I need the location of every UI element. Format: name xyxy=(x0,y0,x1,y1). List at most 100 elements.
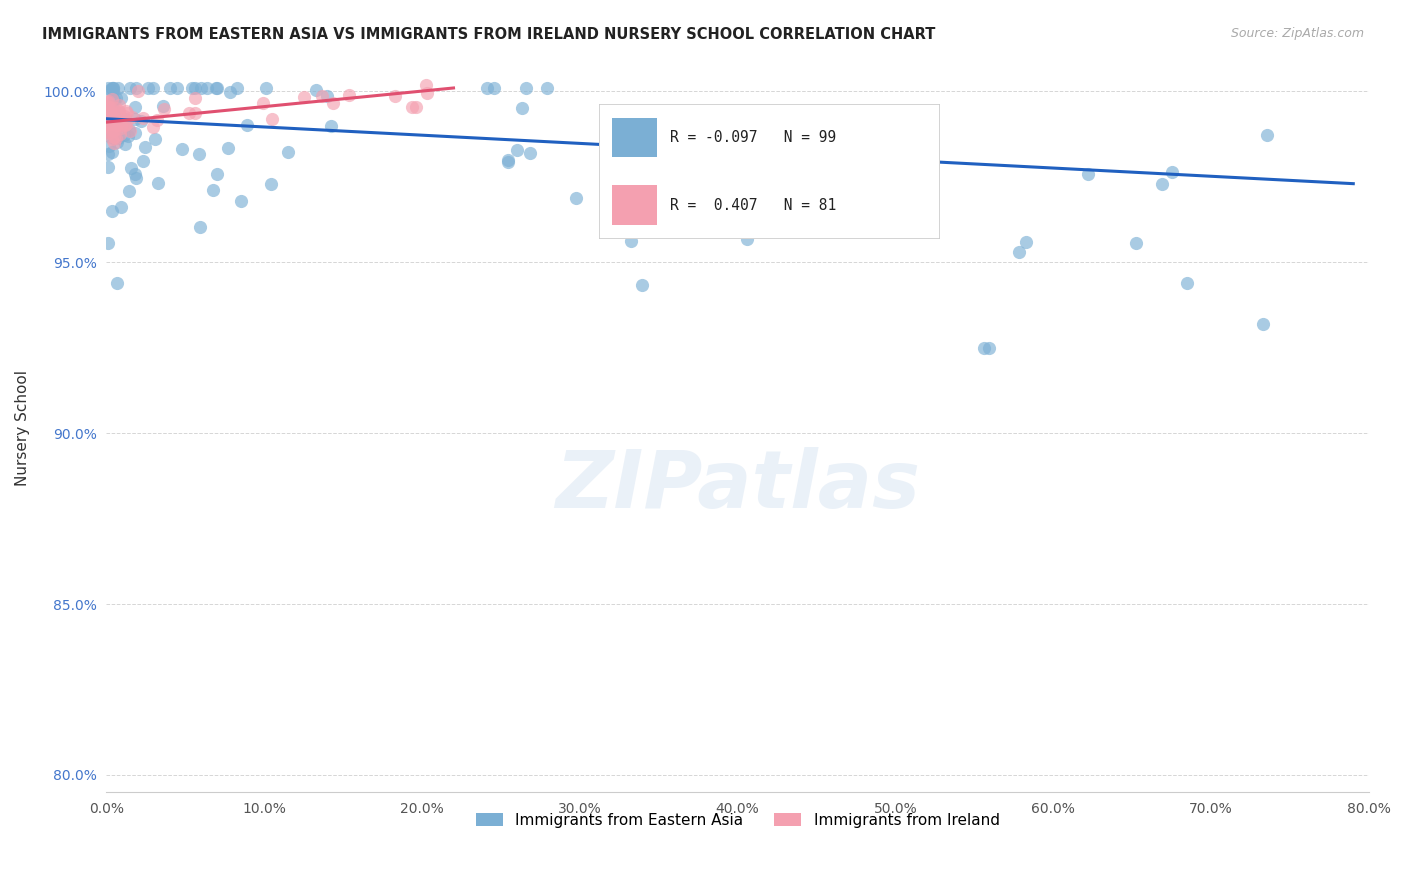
Point xyxy=(197,81,219,95)
Point xyxy=(105,112,128,126)
Legend: Immigrants from Eastern Asia, Immigrants from Ireland: Immigrants from Eastern Asia, Immigrants… xyxy=(468,805,1007,835)
Point xyxy=(205,81,228,95)
Text: Source: ZipAtlas.com: Source: ZipAtlas.com xyxy=(1230,27,1364,40)
Point xyxy=(114,137,136,152)
Point xyxy=(146,112,169,127)
Point xyxy=(96,95,118,109)
Point xyxy=(143,132,166,146)
Point xyxy=(98,104,121,119)
Point xyxy=(188,219,211,234)
Point xyxy=(97,112,120,127)
Point xyxy=(98,116,121,130)
Point xyxy=(252,96,274,111)
Point xyxy=(1014,235,1036,249)
Point xyxy=(103,93,125,107)
Point xyxy=(205,167,228,181)
Point xyxy=(107,81,129,95)
Point xyxy=(315,89,337,103)
Point xyxy=(96,123,118,137)
Point xyxy=(101,81,124,95)
Point xyxy=(159,81,181,95)
Point xyxy=(111,116,134,130)
Point xyxy=(120,161,142,175)
Point xyxy=(1256,128,1278,142)
Point xyxy=(121,110,143,124)
Point xyxy=(97,100,120,114)
Point xyxy=(115,118,138,132)
Point xyxy=(405,100,427,114)
Text: IMMIGRANTS FROM EASTERN ASIA VS IMMIGRANTS FROM IRELAND NURSERY SCHOOL CORRELATI: IMMIGRANTS FROM EASTERN ASIA VS IMMIGRAN… xyxy=(42,27,935,42)
Point xyxy=(416,86,439,100)
Point xyxy=(96,115,118,129)
Point xyxy=(101,116,124,130)
Point xyxy=(225,81,247,95)
Point xyxy=(112,128,135,143)
Point xyxy=(170,142,193,156)
Point xyxy=(124,100,146,114)
Point xyxy=(100,204,122,219)
Point xyxy=(613,178,636,193)
Point xyxy=(96,99,118,113)
Point xyxy=(101,81,124,95)
Point xyxy=(98,115,121,129)
Point xyxy=(107,131,129,145)
Point xyxy=(118,123,141,137)
Point xyxy=(536,81,558,95)
Point xyxy=(98,138,121,153)
Text: ZIPatlas: ZIPatlas xyxy=(555,447,920,525)
Point xyxy=(104,130,127,145)
Point xyxy=(1125,235,1147,250)
Point xyxy=(973,341,995,355)
Point xyxy=(117,128,139,143)
Point xyxy=(97,236,120,251)
Point xyxy=(100,145,122,159)
Point xyxy=(337,87,360,102)
Point xyxy=(129,114,152,128)
Point xyxy=(104,118,127,132)
Point xyxy=(120,124,142,138)
Point xyxy=(484,81,506,95)
Point xyxy=(184,81,207,95)
Point xyxy=(231,194,253,208)
Point xyxy=(979,341,1001,355)
Point xyxy=(124,168,146,182)
Point xyxy=(631,278,654,293)
Point xyxy=(235,119,257,133)
Point xyxy=(1150,177,1173,191)
Point xyxy=(98,112,121,126)
Point xyxy=(96,106,118,120)
Point xyxy=(108,105,131,120)
Point xyxy=(101,118,124,132)
Point xyxy=(101,108,124,122)
Point xyxy=(114,112,136,127)
Point xyxy=(110,91,132,105)
Point xyxy=(103,123,125,137)
Point xyxy=(218,85,240,99)
Point xyxy=(97,126,120,140)
Point xyxy=(564,191,586,205)
Point xyxy=(131,154,153,169)
Point xyxy=(142,120,165,135)
Point xyxy=(519,146,541,161)
Point xyxy=(496,154,519,169)
Point xyxy=(1077,167,1099,181)
Point xyxy=(97,147,120,161)
Point xyxy=(124,112,146,126)
Point xyxy=(912,160,935,174)
Point xyxy=(115,106,138,120)
Point xyxy=(101,132,124,146)
Point xyxy=(124,126,146,140)
Point xyxy=(735,232,758,246)
Point xyxy=(166,81,188,95)
Point xyxy=(319,119,342,133)
Point xyxy=(311,88,333,103)
Point xyxy=(114,118,136,132)
Point xyxy=(322,95,344,110)
Point xyxy=(254,81,277,95)
Point xyxy=(136,81,159,95)
Point xyxy=(103,112,125,126)
Point xyxy=(107,106,129,120)
Point xyxy=(97,94,120,108)
Point xyxy=(104,118,127,132)
Point xyxy=(101,110,124,124)
